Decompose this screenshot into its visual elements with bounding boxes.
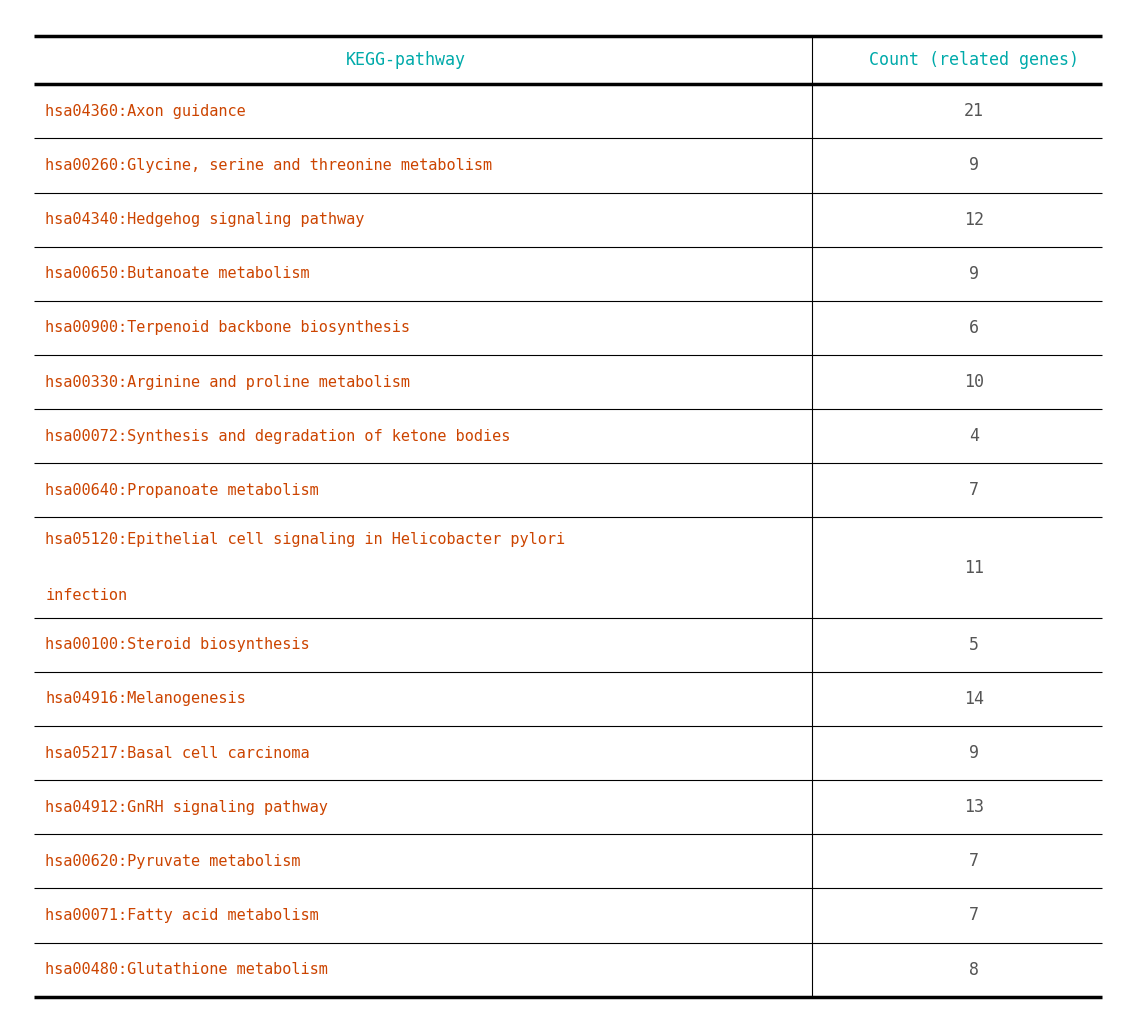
Text: hsa04912:GnRH signaling pathway: hsa04912:GnRH signaling pathway bbox=[45, 800, 328, 815]
Text: hsa00330:Arginine and proline metabolism: hsa00330:Arginine and proline metabolism bbox=[45, 375, 410, 390]
Text: KEGG-pathway: KEGG-pathway bbox=[346, 51, 466, 69]
Text: 7: 7 bbox=[969, 481, 979, 499]
Text: hsa04340:Hedgehog signaling pathway: hsa04340:Hedgehog signaling pathway bbox=[45, 212, 365, 227]
Text: hsa00900:Terpenoid backbone biosynthesis: hsa00900:Terpenoid backbone biosynthesis bbox=[45, 321, 410, 335]
Text: 7: 7 bbox=[969, 853, 979, 870]
Text: hsa00620:Pyruvate metabolism: hsa00620:Pyruvate metabolism bbox=[45, 854, 301, 869]
Text: hsa04360:Axon guidance: hsa04360:Axon guidance bbox=[45, 104, 247, 119]
Text: 5: 5 bbox=[969, 635, 979, 654]
Text: 6: 6 bbox=[969, 319, 979, 337]
Text: 21: 21 bbox=[964, 103, 984, 121]
Text: 11: 11 bbox=[964, 558, 984, 577]
Text: hsa00260:Glycine, serine and threonine metabolism: hsa00260:Glycine, serine and threonine m… bbox=[45, 158, 493, 173]
Text: 14: 14 bbox=[964, 690, 984, 707]
Text: hsa04916:Melanogenesis: hsa04916:Melanogenesis bbox=[45, 691, 247, 706]
Text: hsa00100:Steroid biosynthesis: hsa00100:Steroid biosynthesis bbox=[45, 637, 310, 653]
Text: hsa00640:Propanoate metabolism: hsa00640:Propanoate metabolism bbox=[45, 483, 319, 498]
Text: infection: infection bbox=[45, 588, 127, 603]
Text: 8: 8 bbox=[969, 960, 979, 978]
Text: 9: 9 bbox=[969, 744, 979, 762]
Text: hsa00480:Glutathione metabolism: hsa00480:Glutathione metabolism bbox=[45, 962, 328, 977]
Text: 9: 9 bbox=[969, 265, 979, 283]
Text: Count (related genes): Count (related genes) bbox=[869, 51, 1079, 69]
Text: 13: 13 bbox=[964, 798, 984, 816]
Text: 4: 4 bbox=[969, 427, 979, 446]
Text: 12: 12 bbox=[964, 211, 984, 228]
Text: hsa00650:Butanoate metabolism: hsa00650:Butanoate metabolism bbox=[45, 266, 310, 281]
Text: 9: 9 bbox=[969, 156, 979, 175]
Text: hsa00072:Synthesis and degradation of ketone bodies: hsa00072:Synthesis and degradation of ke… bbox=[45, 428, 511, 444]
Text: 7: 7 bbox=[969, 906, 979, 925]
Text: 10: 10 bbox=[964, 374, 984, 391]
Text: hsa05217:Basal cell carcinoma: hsa05217:Basal cell carcinoma bbox=[45, 746, 310, 760]
Text: hsa00071:Fatty acid metabolism: hsa00071:Fatty acid metabolism bbox=[45, 908, 319, 923]
Text: hsa05120:Epithelial cell signaling in Helicobacter pylori: hsa05120:Epithelial cell signaling in He… bbox=[45, 532, 566, 547]
